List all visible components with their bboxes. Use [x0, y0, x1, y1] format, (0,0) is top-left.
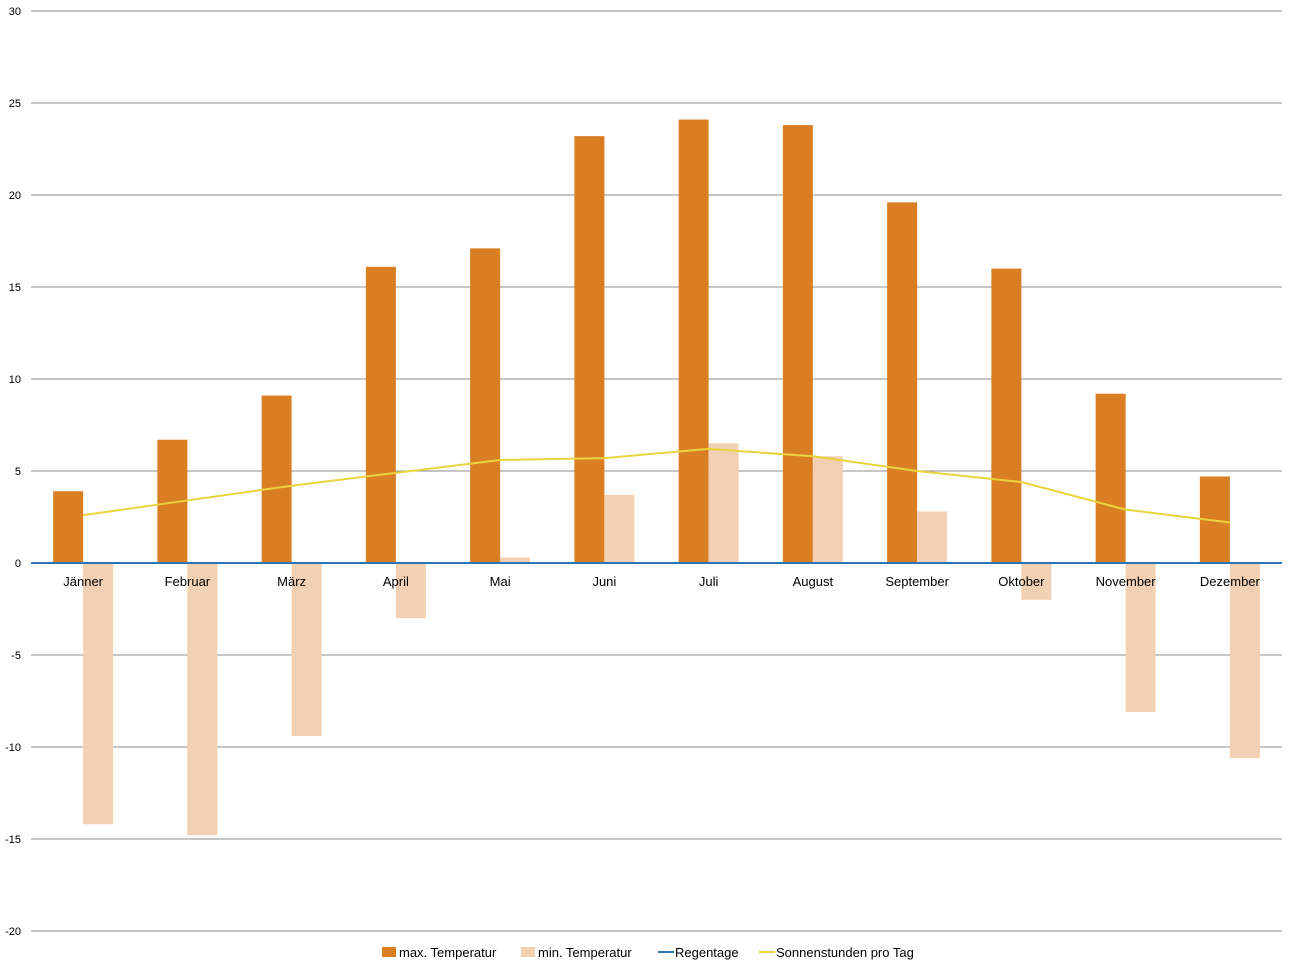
- bar-max-temperatur-marz: [261, 395, 292, 563]
- bar-min-temperatur-juli: [708, 443, 739, 563]
- bar-min-temperatur-marz: [291, 563, 322, 736]
- x-tick-label: September: [885, 574, 949, 589]
- bar-max-temperatur-juni: [574, 136, 605, 563]
- bar-min-temperatur-dezember: [1229, 563, 1260, 759]
- x-tick-label: Juli: [699, 574, 719, 589]
- bar-max-temperatur-april: [365, 266, 396, 563]
- bar-max-temperatur-mai: [470, 248, 501, 564]
- grid-layer: [31, 10, 1282, 932]
- x-tick-label: August: [793, 574, 834, 589]
- bar-max-temperatur-janner: [53, 491, 84, 563]
- legend-label: Regentage: [675, 945, 739, 960]
- x-tick-label: Jänner: [63, 574, 103, 589]
- bar-min-temperatur-november: [1125, 563, 1156, 713]
- x-tick-label: Oktober: [998, 574, 1045, 589]
- bar-max-temperatur-september: [887, 202, 918, 564]
- legend-label: max. Temperatur: [399, 945, 497, 960]
- bar-min-temperatur-september: [917, 511, 948, 563]
- y-axis-labels: 30 25 20 15 10 5 0 -5 -10 -15 -20: [5, 6, 21, 938]
- x-tick-label: Mai: [490, 574, 511, 589]
- legend-swatch: [382, 947, 396, 957]
- x-tick-label: April: [383, 574, 409, 589]
- bar-min-temperatur-mai: [500, 557, 531, 563]
- line-layer: [31, 447, 1282, 564]
- legend-item-sonnenstunden-pro-tag: Sonnenstunden pro Tag: [759, 945, 914, 960]
- y-tick-label: 15: [9, 282, 21, 294]
- y-tick-label: 0: [15, 558, 21, 570]
- bar-min-temperatur-april: [395, 563, 426, 619]
- legend-item-min-temperatur: min. Temperatur: [521, 945, 632, 960]
- x-axis-labels: Jänner Februar März April Mai Juni Juli August S…: [63, 574, 1260, 589]
- legend: max. Temperatur min. Temperatur Regentage S…: [382, 945, 914, 960]
- bar-max-temperatur-august: [782, 125, 813, 563]
- x-tick-label: November: [1096, 574, 1157, 589]
- legend-item-max-temperatur: max. Temperatur: [382, 945, 497, 960]
- x-tick-label: Februar: [165, 574, 211, 589]
- line-sonnenstunden-pro-tag: [82, 447, 1230, 524]
- legend-label: Sonnenstunden pro Tag: [776, 945, 914, 960]
- bar-min-temperatur-juni: [604, 494, 635, 563]
- bar-layer: [53, 119, 1260, 836]
- y-tick-label: 10: [9, 374, 21, 386]
- bar-max-temperatur-november: [1095, 393, 1126, 563]
- y-tick-label: 25: [9, 98, 21, 110]
- bar-min-temperatur-februar: [187, 563, 218, 836]
- x-tick-label: März: [277, 574, 306, 589]
- legend-item-regentage: Regentage: [658, 945, 739, 960]
- y-tick-label: 30: [9, 6, 21, 18]
- y-tick-label: -15: [5, 834, 21, 846]
- legend-label: min. Temperatur: [538, 945, 632, 960]
- x-tick-label: Juni: [592, 574, 616, 589]
- y-tick-label: -5: [11, 650, 21, 662]
- bar-min-temperatur-august: [812, 456, 843, 563]
- y-tick-label: -20: [5, 926, 21, 938]
- legend-swatch: [521, 947, 535, 957]
- bar-max-temperatur-oktober: [991, 268, 1022, 563]
- y-tick-label: -10: [5, 742, 21, 754]
- bar-min-temperatur-oktober: [1021, 563, 1052, 600]
- x-tick-label: Dezember: [1200, 574, 1261, 589]
- bar-min-temperatur-janner: [83, 563, 114, 825]
- y-tick-label: 20: [9, 190, 21, 202]
- bar-max-temperatur-juli: [678, 119, 709, 563]
- y-tick-label: 5: [15, 466, 21, 478]
